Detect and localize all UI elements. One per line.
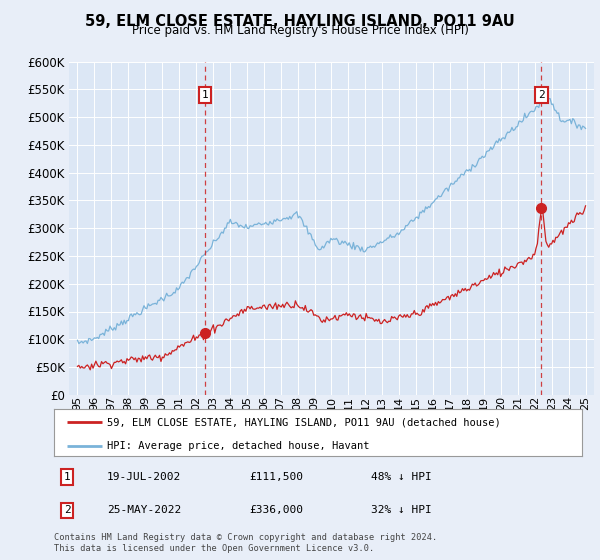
Text: HPI: Average price, detached house, Havant: HPI: Average price, detached house, Hava… xyxy=(107,441,370,451)
Text: 32% ↓ HPI: 32% ↓ HPI xyxy=(371,505,431,515)
Text: 19-JUL-2002: 19-JUL-2002 xyxy=(107,472,181,482)
Text: 1: 1 xyxy=(202,90,209,100)
Text: Price paid vs. HM Land Registry's House Price Index (HPI): Price paid vs. HM Land Registry's House … xyxy=(131,24,469,36)
Text: 1: 1 xyxy=(64,472,71,482)
Text: Contains HM Land Registry data © Crown copyright and database right 2024.
This d: Contains HM Land Registry data © Crown c… xyxy=(54,533,437,553)
Text: 2: 2 xyxy=(64,505,71,515)
Text: 59, ELM CLOSE ESTATE, HAYLING ISLAND, PO11 9AU: 59, ELM CLOSE ESTATE, HAYLING ISLAND, PO… xyxy=(85,14,515,29)
Text: 59, ELM CLOSE ESTATE, HAYLING ISLAND, PO11 9AU (detached house): 59, ELM CLOSE ESTATE, HAYLING ISLAND, PO… xyxy=(107,417,500,427)
Text: 2: 2 xyxy=(538,90,545,100)
Text: £111,500: £111,500 xyxy=(250,472,304,482)
Text: 25-MAY-2022: 25-MAY-2022 xyxy=(107,505,181,515)
Text: 48% ↓ HPI: 48% ↓ HPI xyxy=(371,472,431,482)
Text: £336,000: £336,000 xyxy=(250,505,304,515)
